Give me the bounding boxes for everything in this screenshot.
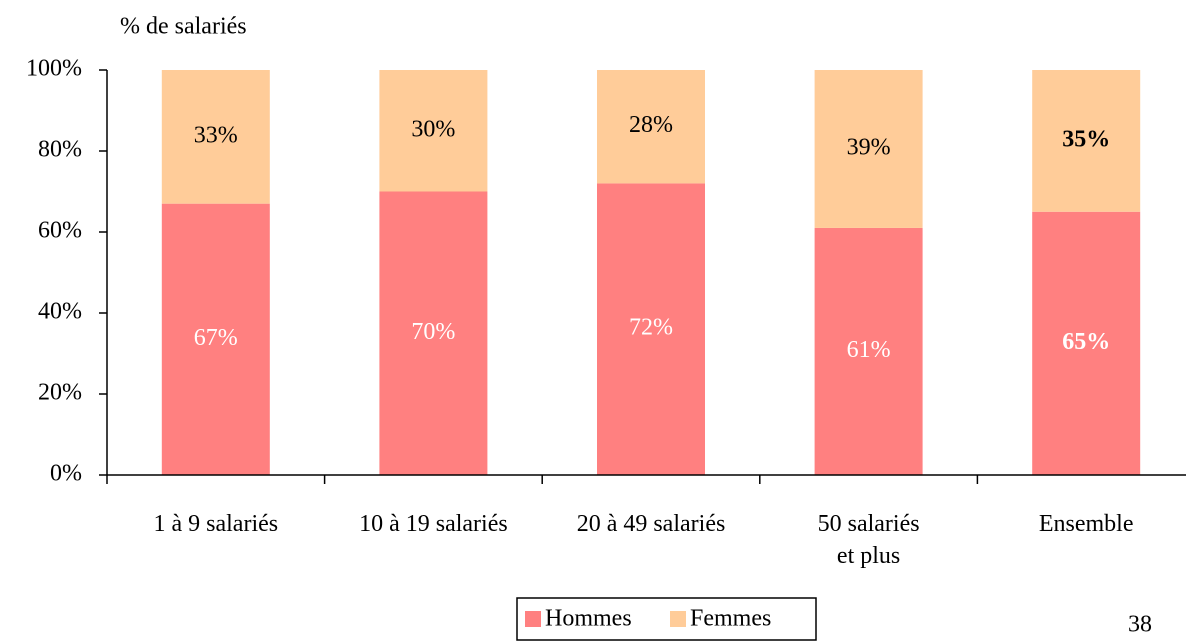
x-tick-label: 10 à 19 salariés: [359, 511, 508, 537]
bar-segment: [1032, 211, 1141, 475]
y-axis-label: % de salariés: [120, 14, 247, 40]
y-tick-label: 40%: [38, 299, 82, 325]
bar-segment: [597, 183, 705, 475]
y-tick-label: 80%: [38, 137, 82, 163]
x-tick-label: 20 à 49 salariés: [576, 511, 726, 537]
value-label: 70%: [411, 319, 455, 345]
legend-label: Hommes: [545, 606, 632, 632]
value-label: 67%: [194, 325, 238, 351]
bar-segment: [379, 70, 488, 192]
x-tick-label: 50 salariés et plus: [817, 511, 920, 569]
y-tick-label: 20%: [38, 380, 82, 406]
x-tick-label: 1 à 9 salariés: [153, 511, 279, 537]
bar-segment: [814, 227, 923, 475]
y-tick-label: 60%: [38, 218, 82, 244]
value-label: 39%: [847, 134, 891, 160]
bar-segment: [161, 70, 270, 204]
bar-segment: [814, 70, 923, 228]
y-tick-label: 0%: [50, 461, 82, 487]
value-label: 72%: [629, 315, 673, 341]
bar-segment: [379, 191, 488, 475]
legend-swatch: [525, 611, 541, 627]
page-number: 38: [1128, 612, 1152, 638]
value-label: 28%: [629, 112, 673, 138]
value-label: 30%: [411, 116, 455, 142]
value-label: 65%: [1062, 329, 1110, 355]
y-tick-label: 100%: [26, 56, 82, 82]
bar-segment: [597, 70, 705, 184]
legend-label: Femmes: [690, 606, 771, 632]
value-label: 35%: [1062, 126, 1110, 152]
legend-swatch: [670, 611, 686, 627]
x-tick-label: Ensemble: [1038, 511, 1134, 537]
bar-segment: [1032, 70, 1141, 212]
value-label: 33%: [194, 122, 238, 148]
legend-box: [516, 597, 817, 641]
bar-segment: [161, 203, 270, 475]
value-label: 61%: [847, 337, 891, 363]
